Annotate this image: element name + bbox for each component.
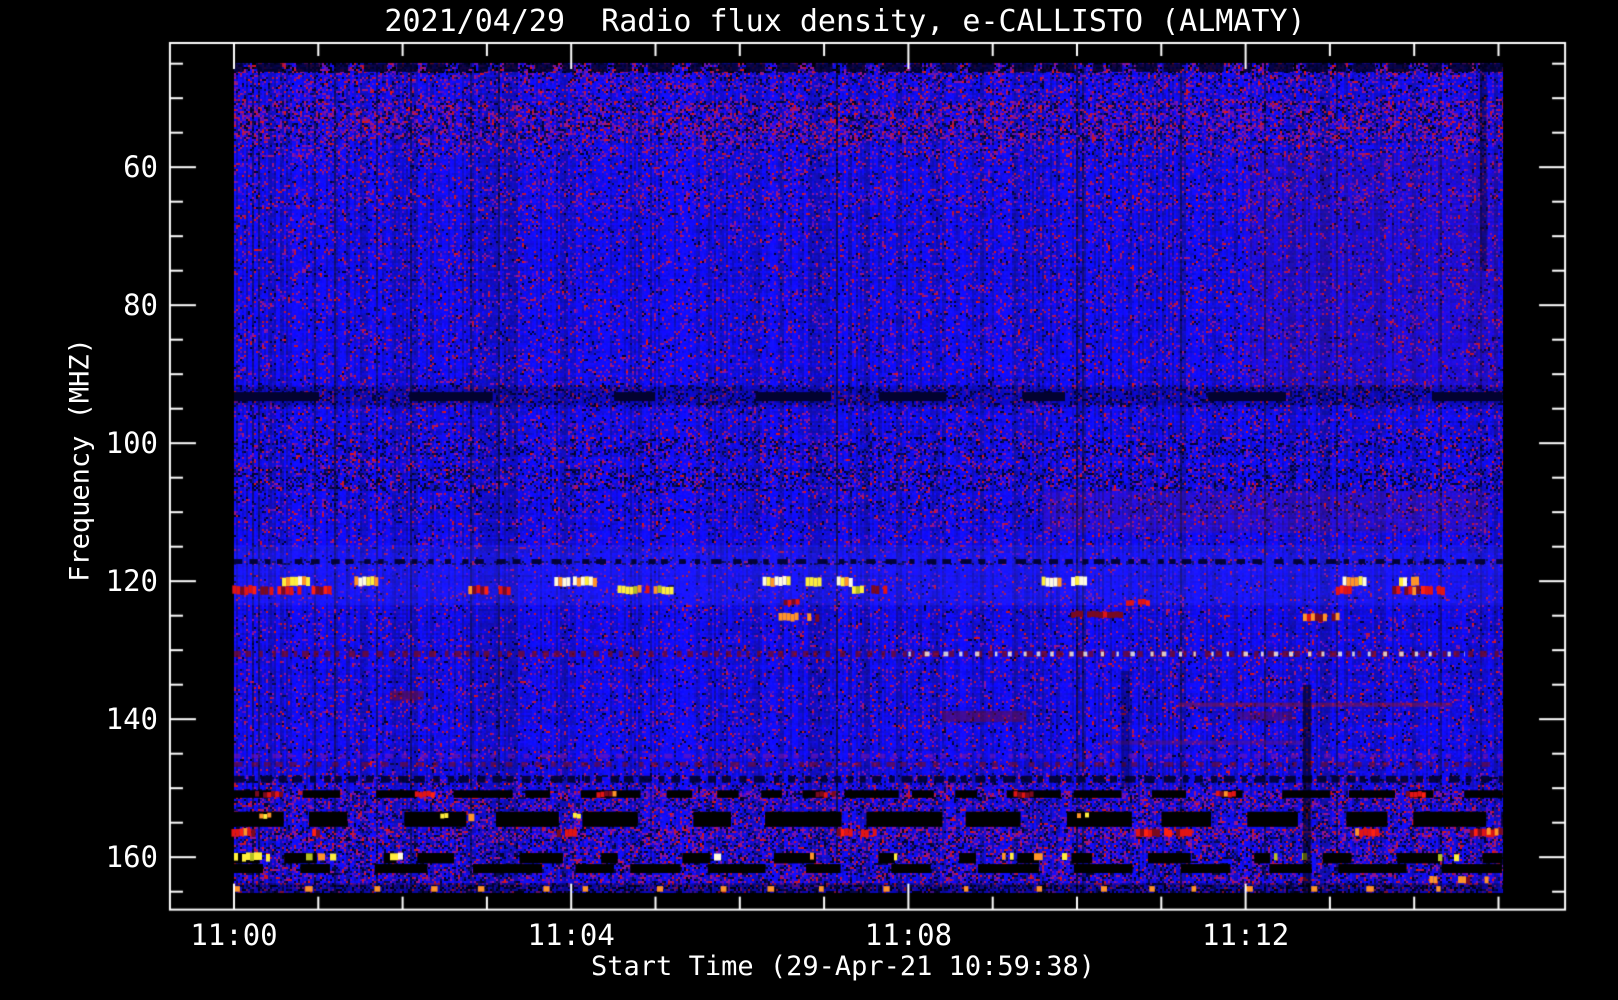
- x-tick-label: 11:12: [1201, 918, 1290, 952]
- x-tick-label: 11:00: [190, 918, 278, 952]
- x-axis-label: Start Time (29-Apr-21 10:59:38): [591, 951, 1095, 982]
- chart-title: 2021/04/29 Radio flux density, e-CALLIST…: [384, 4, 1306, 39]
- y-tick-label: 60: [123, 150, 158, 185]
- y-tick-label: 140: [105, 702, 158, 737]
- y-tick-label: 120: [105, 564, 158, 599]
- y-tick-label: 160: [105, 840, 158, 875]
- x-tick-label: 11:04: [527, 918, 615, 952]
- y-tick-label: 80: [123, 288, 158, 323]
- y-tick-label: 100: [105, 426, 158, 461]
- x-tick-label: 11:08: [864, 918, 953, 952]
